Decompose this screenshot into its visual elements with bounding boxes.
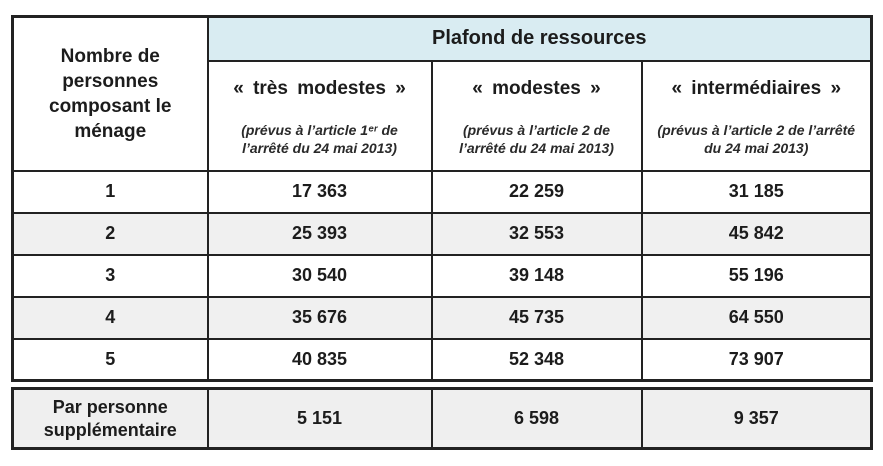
household-size-cell: 2: [11, 211, 209, 256]
ceiling-value-cell: 31 185: [640, 169, 873, 214]
table-row: 2 25 393 32 553 45 842: [11, 211, 873, 256]
ceiling-value-cell: 55 196: [640, 253, 873, 298]
ceiling-value-cell: 9 357: [640, 387, 873, 450]
table-row: 1 17 363 22 259 31 185: [11, 169, 873, 214]
ceiling-value-cell: 52 348: [430, 337, 643, 382]
main-header-plafond-de-ressources: Plafond de ressources: [206, 15, 873, 62]
table-row: 3 30 540 39 148 55 196: [11, 253, 873, 298]
ceiling-value-cell: 35 676: [206, 295, 433, 340]
column-header-intermediaires: « intermédiaires » (prévus à l’article 2…: [640, 59, 873, 172]
ceiling-value-cell: 25 393: [206, 211, 433, 256]
ceiling-value-cell: 5 151: [206, 387, 433, 450]
column-header-note: (prévus à l’article 2 de l’arrêté du 24 …: [657, 122, 856, 157]
table-row: 5 40 835 52 348 73 907: [11, 337, 873, 382]
ceiling-value-cell: 6 598: [430, 387, 643, 450]
ceiling-value-cell: 40 835: [206, 337, 433, 382]
household-size-cell: 4: [11, 295, 209, 340]
column-header-label: « modestes »: [472, 77, 601, 99]
ceiling-value-cell: 39 148: [430, 253, 643, 298]
extra-person-table: Par personne supplémentaire 5 151 6 598 …: [11, 387, 873, 450]
column-header-content: « modestes » (prévus à l’article 2 de l’…: [433, 62, 641, 170]
column-header-label: « intermédiaires »: [671, 77, 842, 99]
extra-person-label: Par personne supplémentaire: [11, 387, 209, 450]
ceiling-value-cell: 32 553: [430, 211, 643, 256]
ceiling-value-cell: 73 907: [640, 337, 873, 382]
ceiling-value-cell: 45 842: [640, 211, 873, 256]
column-header-note: (prévus à l’article 2 de l’arrêté du 24 …: [459, 122, 614, 157]
ceiling-value-cell: 22 259: [430, 169, 643, 214]
household-size-cell: 3: [11, 253, 209, 298]
household-size-cell: 1: [11, 169, 209, 214]
income-ceiling-table: Nombre de personnes composant le ménage …: [11, 15, 873, 382]
column-header-content: « intermédiaires » (prévus à l’article 2…: [643, 62, 871, 170]
ceiling-value-cell: 64 550: [640, 295, 873, 340]
table-row: 4 35 676 45 735 64 550: [11, 295, 873, 340]
ceiling-value-cell: 45 735: [430, 295, 643, 340]
ceiling-value-cell: 17 363: [206, 169, 433, 214]
column-header-content: « très modestes » (prévus à l’article 1ᵉ…: [209, 62, 431, 170]
column-header-tres-modestes: « très modestes » (prévus à l’article 1ᵉ…: [206, 59, 433, 172]
column-header-label: « très modestes »: [233, 77, 406, 99]
household-size-cell: 5: [11, 337, 209, 382]
column-header-note: (prévus à l’article 1ᵉʳ de l’arrêté du 2…: [241, 122, 398, 157]
table-row-extra-person: Par personne supplémentaire 5 151 6 598 …: [11, 387, 873, 450]
column-header-modestes: « modestes » (prévus à l’article 2 de l’…: [430, 59, 643, 172]
ceiling-value-cell: 30 540: [206, 253, 433, 298]
row-axis-title: Nombre de personnes composant le ménage: [11, 15, 209, 172]
